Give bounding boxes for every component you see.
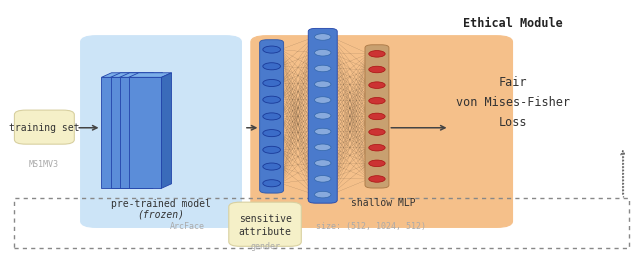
Circle shape	[314, 145, 331, 151]
FancyBboxPatch shape	[251, 37, 513, 228]
Polygon shape	[101, 73, 144, 78]
Circle shape	[314, 97, 331, 104]
Circle shape	[369, 51, 385, 58]
Circle shape	[369, 145, 385, 151]
Text: sensitive
attribute: sensitive attribute	[239, 213, 291, 236]
Text: ArcFace: ArcFace	[170, 221, 205, 230]
Circle shape	[314, 66, 331, 72]
Circle shape	[314, 113, 331, 120]
Polygon shape	[129, 73, 172, 78]
Text: pre-trained model: pre-trained model	[111, 199, 211, 209]
Text: (frozen): (frozen)	[137, 209, 184, 219]
Text: Fair
von Mises-Fisher
Loss: Fair von Mises-Fisher Loss	[456, 75, 570, 128]
Circle shape	[263, 97, 280, 104]
Text: shallow MLP: shallow MLP	[351, 197, 415, 207]
Circle shape	[263, 47, 280, 54]
Circle shape	[314, 176, 331, 182]
Polygon shape	[101, 78, 134, 188]
Circle shape	[314, 82, 331, 88]
FancyBboxPatch shape	[308, 29, 337, 203]
Bar	[15, 198, 629, 248]
FancyBboxPatch shape	[81, 37, 241, 228]
Circle shape	[263, 64, 280, 71]
Polygon shape	[143, 73, 154, 188]
Circle shape	[369, 161, 385, 167]
Circle shape	[263, 114, 280, 120]
Circle shape	[263, 147, 280, 154]
Circle shape	[263, 180, 280, 187]
Text: size: (512, 1024, 512): size: (512, 1024, 512)	[316, 221, 426, 230]
Circle shape	[369, 176, 385, 183]
FancyBboxPatch shape	[365, 46, 389, 188]
Text: MS1MV3: MS1MV3	[29, 159, 59, 168]
Circle shape	[314, 35, 331, 41]
Circle shape	[263, 130, 280, 137]
Polygon shape	[111, 73, 154, 78]
Circle shape	[314, 50, 331, 57]
FancyBboxPatch shape	[228, 202, 301, 246]
Circle shape	[263, 163, 280, 170]
Polygon shape	[152, 73, 163, 188]
Circle shape	[263, 80, 280, 87]
Circle shape	[314, 192, 331, 198]
FancyBboxPatch shape	[260, 41, 284, 193]
Circle shape	[314, 160, 331, 167]
Circle shape	[369, 67, 385, 73]
Circle shape	[314, 129, 331, 135]
Polygon shape	[120, 73, 163, 78]
Circle shape	[369, 98, 385, 105]
Polygon shape	[111, 78, 143, 188]
Circle shape	[369, 114, 385, 120]
Polygon shape	[134, 73, 144, 188]
Circle shape	[369, 129, 385, 136]
Polygon shape	[129, 78, 161, 188]
Circle shape	[369, 83, 385, 89]
FancyBboxPatch shape	[15, 111, 74, 145]
Text: Ethical Module: Ethical Module	[463, 17, 563, 29]
Polygon shape	[161, 73, 172, 188]
Text: training set: training set	[9, 123, 79, 133]
Text: gender: gender	[250, 241, 280, 250]
Polygon shape	[120, 78, 152, 188]
